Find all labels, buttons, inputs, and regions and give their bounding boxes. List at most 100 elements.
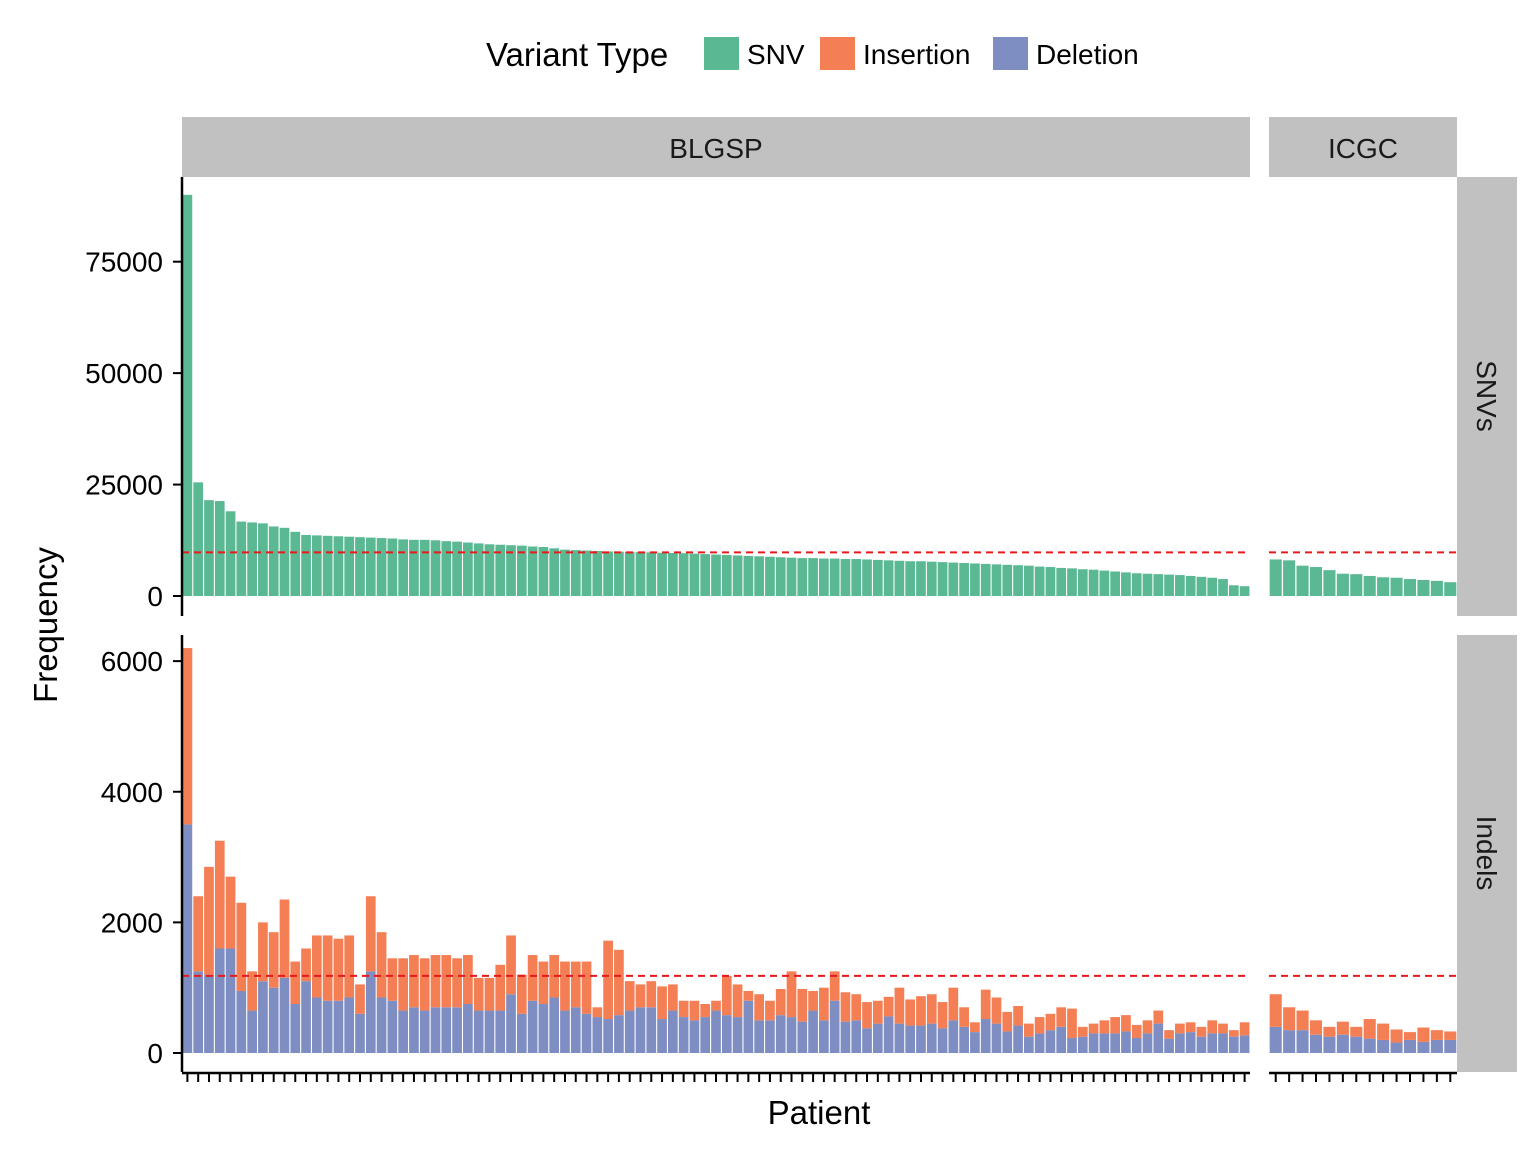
bar-deletion [872,1023,883,1053]
bar-snv [1013,565,1023,596]
bar-insertion [1207,1020,1218,1034]
bar-snv [1121,572,1131,596]
bar-deletion [970,1032,980,1053]
bar-deletion [765,1020,775,1053]
bar-deletion [1390,1042,1403,1053]
bar-snv [527,546,538,596]
bar-deletion [182,824,193,1053]
bar-snv [667,552,678,596]
bar-insertion [1444,1031,1457,1040]
bar-snv [182,194,193,597]
strip-label-snvs: SNVs [1471,360,1502,432]
bar-insertion [732,984,743,1018]
bar-snv [1309,567,1323,596]
bar-deletion [419,1010,430,1053]
bar-deletion [1417,1041,1430,1053]
bar-deletion [279,977,290,1053]
bar-deletion [333,1000,344,1053]
bar-snv [333,536,344,596]
bar-snv [603,551,613,596]
bar-snv [732,555,743,596]
bar-snv [1034,566,1045,596]
bar-insertion [473,977,484,1011]
bar-insertion [862,1002,872,1029]
legend-key-insertion [820,37,855,70]
y-tick-label: 25000 [85,470,163,501]
bar-insertion [1056,1007,1067,1027]
bar-insertion [463,955,473,1005]
bar-deletion [1444,1039,1457,1053]
bar-insertion [614,949,624,1016]
bar-insertion [646,981,657,1008]
bar-deletion [808,1010,818,1053]
bar-insertion [322,935,333,1001]
bar-deletion [1002,1031,1013,1053]
bar-insertion [344,935,355,998]
bar-deletion [1121,1031,1131,1053]
bar-snv [614,551,624,596]
bar-insertion [980,989,991,1020]
bar-insertion [948,987,959,1021]
bar-deletion [797,1021,808,1053]
bar-snv [419,539,430,596]
bar-insertion [754,994,765,1021]
bar-insertion [1377,1023,1390,1040]
bar-insertion [570,961,581,1008]
bar-snv [700,554,711,596]
bar-deletion [387,1000,398,1053]
bar-deletion [258,981,268,1053]
bar-deletion [538,1004,549,1053]
bar-insertion [193,896,204,972]
panel-icgc-indels [1269,974,1457,1053]
bar-insertion [484,977,495,1011]
bar-snv [765,556,775,596]
bar-deletion [700,1017,711,1053]
bar-snv [905,561,916,596]
strip-label-icgc: ICGC [1328,133,1398,164]
bar-insertion [1142,1020,1153,1034]
bar-snv [1239,586,1250,596]
bar-insertion [1023,1023,1034,1037]
y-tick-label: 0 [147,1038,163,1069]
bar-deletion [1099,1033,1110,1053]
bar-snv [344,536,355,596]
bar-insertion [560,961,570,1011]
bar-deletion [732,1017,743,1053]
bar-deletion [1323,1036,1336,1053]
bar-snv [1228,585,1239,596]
bar-snv [1196,576,1207,596]
bar-snv [926,561,937,596]
bar-deletion [980,1019,991,1053]
bar-snv [322,535,333,596]
bar-insertion [441,955,452,1008]
bar-deletion [1377,1039,1390,1053]
bar-insertion [1185,1022,1196,1033]
strip-label-blgsp: BLGSP [669,133,762,164]
y-axis-title: Frequency [27,547,64,703]
bar-deletion [549,997,560,1053]
bar-snv [376,538,387,596]
bar-snv [1350,574,1363,596]
panel-blgsp-snvs [182,194,1250,597]
bar-snv [560,549,570,596]
x-axis-icgc [1269,1071,1457,1082]
bar-snv [538,546,549,596]
bar-snv [797,558,808,596]
bar-deletion [409,1007,419,1053]
bar-snv [754,556,765,596]
bar-deletion [344,997,355,1053]
bar-deletion [225,948,236,1053]
bar-insertion [1045,1013,1056,1031]
bar-insertion [775,988,786,1016]
bar-deletion [926,1023,937,1053]
bar-snv [862,559,872,596]
legend-key-snv [704,37,739,70]
bar-deletion [1269,1026,1282,1053]
bar-insertion [624,981,635,1011]
bar-insertion [1013,1005,1023,1026]
bar-insertion [905,999,916,1026]
bar-deletion [592,1017,603,1053]
facet-strips: BLGSP ICGC SNVs Indels [182,117,1517,1072]
panel-icgc-snvs [1269,551,1457,596]
bar-deletion [862,1028,872,1053]
